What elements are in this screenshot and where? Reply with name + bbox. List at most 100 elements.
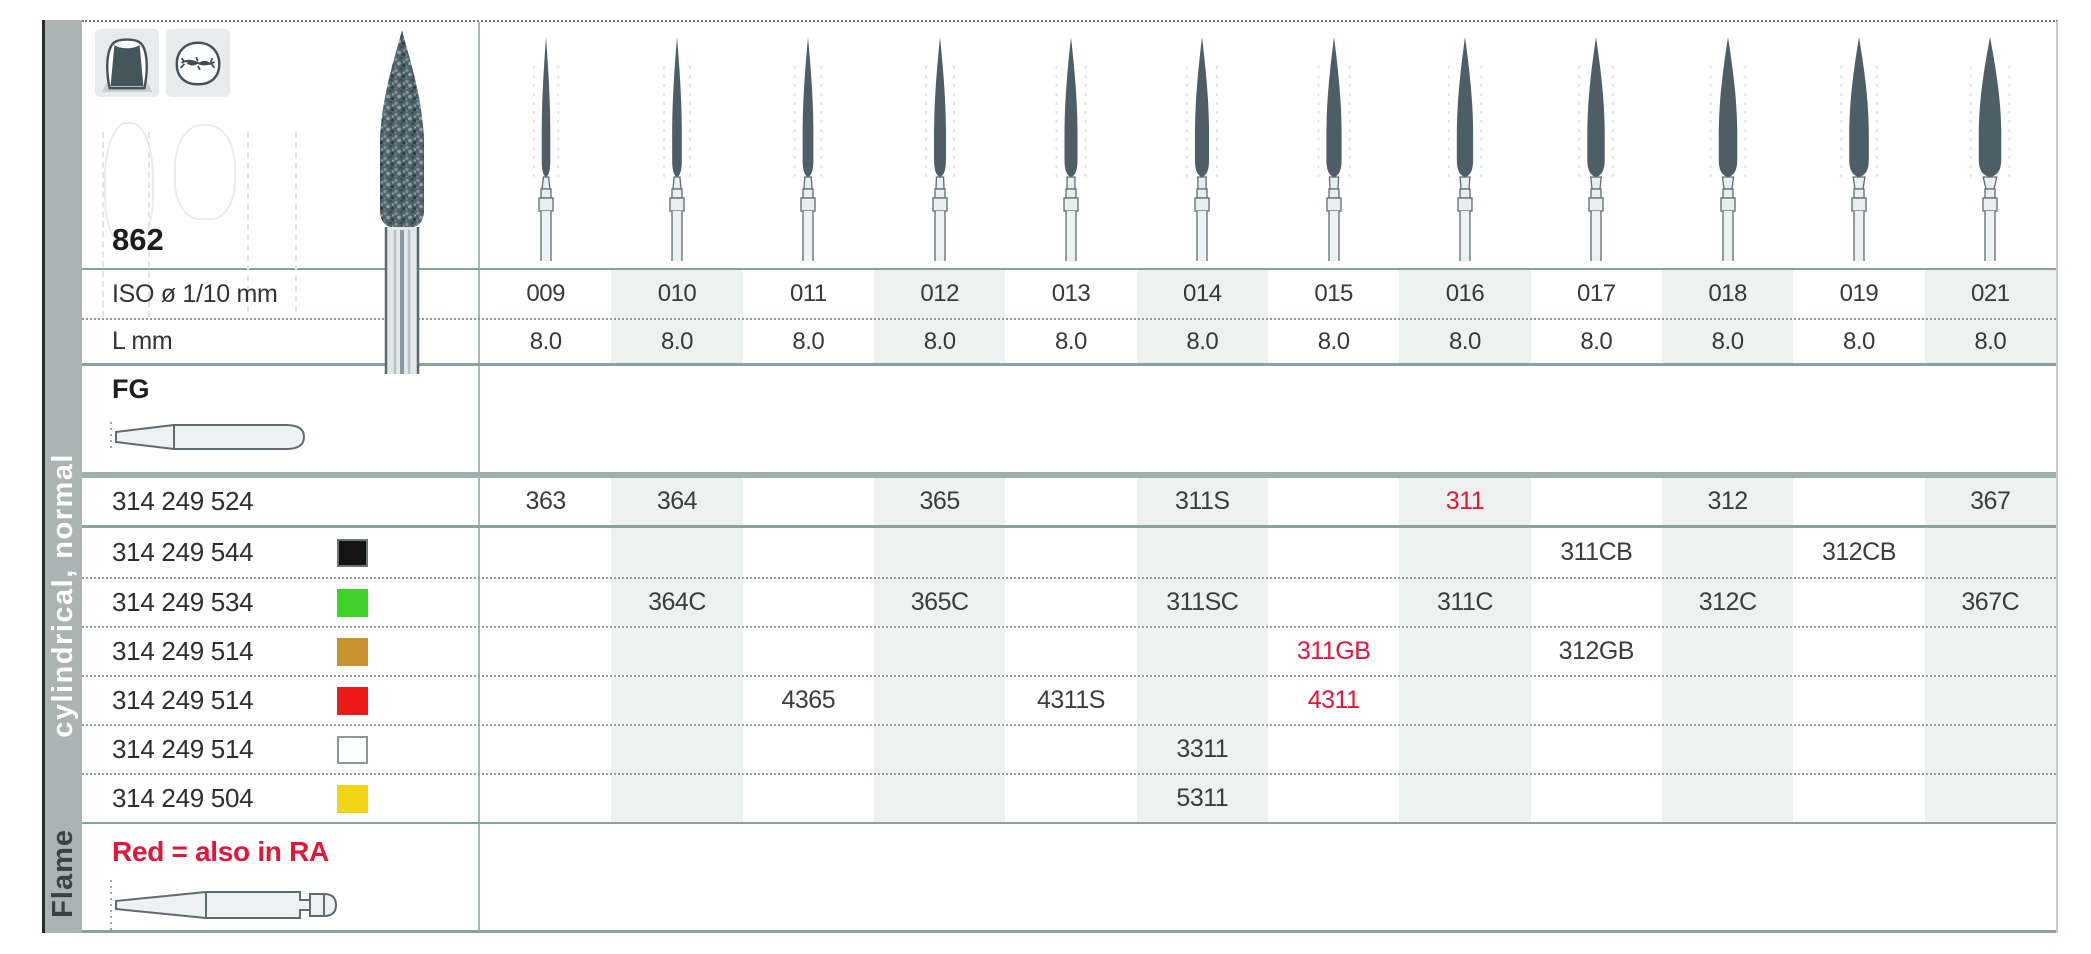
length-010: 8.0 <box>611 320 743 363</box>
empty-cell <box>743 628 874 675</box>
crown-prep-icon-glyph <box>101 38 153 92</box>
figure-4311S: 4311S <box>1037 686 1105 714</box>
empty-cell <box>1793 677 1924 724</box>
empty-cell <box>1661 775 1794 822</box>
figure-367C: 367C <box>1924 579 2056 626</box>
length-row: L mm 8.0 8.0 8.0 8.0 8.0 8.0 8.0 8.0 8.0 8.0 8.0 8.… <box>82 318 2056 366</box>
grit-chip-green <box>337 588 368 617</box>
order-row-314-249-524: 314 249 524 363 364 365 311S 311 312 367 <box>82 478 2056 528</box>
iso-size-010: 010 <box>611 270 743 318</box>
length-label-zone: L mm <box>82 320 478 363</box>
product-number: 862 <box>112 222 164 257</box>
shank-row-zone <box>478 366 2056 472</box>
empty-cell <box>1005 478 1136 525</box>
empty-cell <box>611 528 743 577</box>
empty-cell <box>1531 579 1662 626</box>
figure-312CB: 312CB <box>1821 538 1896 566</box>
figure-311GB: 311GB <box>1296 637 1371 665</box>
empty-cell <box>1399 775 1531 822</box>
ghost-tooth-outline <box>174 124 236 220</box>
empty-cell <box>1005 726 1136 773</box>
grit-chip-white <box>337 735 368 764</box>
empty-cell <box>1399 528 1531 577</box>
empty-cell <box>1005 775 1136 822</box>
table-main: 862 <box>82 20 2058 933</box>
order-number: 314 249 534 <box>112 587 254 617</box>
bur-photo-013 <box>1005 22 1136 268</box>
bur-photo-016 <box>1399 22 1530 268</box>
empty-cell <box>480 677 611 724</box>
iso-row-label: ISO ø 1/10 mm <box>112 279 278 308</box>
section-label-vertical: cylindrical, normal <box>45 360 82 830</box>
empty-cell <box>1005 579 1136 626</box>
empty-cell <box>1268 775 1399 822</box>
length-014: 8.0 <box>1136 320 1268 363</box>
flame-bur-photo <box>380 30 424 374</box>
next-section-label-vertical: Flame <box>45 813 82 933</box>
figure-4311: 4311 <box>1307 686 1360 714</box>
bur-photo-021 <box>1925 22 2056 268</box>
length-011: 8.0 <box>792 327 825 355</box>
bur-photo-014 <box>1137 22 1268 268</box>
figure-311: 311 <box>1399 478 1531 525</box>
iso-size-019: 019 <box>1839 280 1879 307</box>
empty-cell <box>611 775 743 822</box>
legend-row: Red = also in RA <box>82 824 2056 933</box>
order-cells-zone: 4365 4311S 4311 <box>478 677 2056 724</box>
empty-cell <box>1268 478 1399 525</box>
empty-cell <box>873 726 1006 773</box>
empty-cell <box>1005 528 1136 577</box>
iso-size-013: 013 <box>1051 280 1091 307</box>
order-number: 314 249 514 <box>112 636 254 666</box>
bur-photo-011 <box>743 22 874 268</box>
empty-cell <box>1661 726 1794 773</box>
order-label-zone: 314 249 514 <box>82 726 478 773</box>
empty-cell <box>480 528 611 577</box>
figure-365C: 365C <box>873 579 1006 626</box>
header-label-zone: 862 <box>82 22 478 317</box>
ghost-line <box>148 132 150 317</box>
empty-cell <box>1136 628 1268 675</box>
iso-size-012: 012 <box>873 270 1006 318</box>
empty-cell <box>1793 726 1924 773</box>
legend-zone <box>478 824 2056 930</box>
figure-364C: 364C <box>611 579 743 626</box>
order-label-zone: 314 249 504 <box>82 775 478 822</box>
order-number: 314 249 504 <box>112 783 254 813</box>
empty-cell <box>1924 628 2056 675</box>
empty-cell <box>611 677 743 724</box>
figure-5311: 5311 <box>1136 775 1268 822</box>
bur-photo-012 <box>874 22 1005 268</box>
empty-cell <box>1924 726 2056 773</box>
section-divider <box>82 472 2056 478</box>
shank-type-label: FG <box>112 374 150 404</box>
order-cells-zone: 5311 <box>478 775 2056 822</box>
section-sidebar: cylindrical, normal Flame <box>42 20 82 933</box>
iso-sizes-zone: 009 010 011 012 013 014 015 016 017 018 019 021 <box>478 270 2056 318</box>
order-cells-zone: 311GB 312GB <box>478 628 2056 675</box>
empty-cell <box>1531 677 1662 724</box>
empty-cell <box>1793 628 1924 675</box>
legend-label-zone: Red = also in RA <box>82 824 478 930</box>
empty-cell <box>1531 775 1662 822</box>
figure-312: 312 <box>1661 478 1794 525</box>
empty-cell <box>480 726 611 773</box>
length-021: 8.0 <box>1924 320 2056 363</box>
empty-cell <box>873 775 1006 822</box>
order-label-zone: 314 249 524 <box>82 478 478 525</box>
length-018: 8.0 <box>1661 320 1794 363</box>
empty-cell <box>1661 677 1794 724</box>
empty-cell <box>1268 528 1399 577</box>
length-019: 8.0 <box>1843 327 1875 355</box>
empty-cell <box>1924 775 2056 822</box>
length-013: 8.0 <box>1055 327 1087 355</box>
iso-size-018: 018 <box>1661 270 1794 318</box>
iso-size-011: 011 <box>789 280 827 307</box>
empty-cell <box>873 677 1006 724</box>
figure-364: 364 <box>611 478 743 525</box>
next-section-label: Flame <box>47 828 79 918</box>
bur-photo-009 <box>480 22 611 268</box>
empty-cell <box>480 628 611 675</box>
empty-cell <box>1268 579 1399 626</box>
iso-size-017: 017 <box>1577 280 1616 307</box>
